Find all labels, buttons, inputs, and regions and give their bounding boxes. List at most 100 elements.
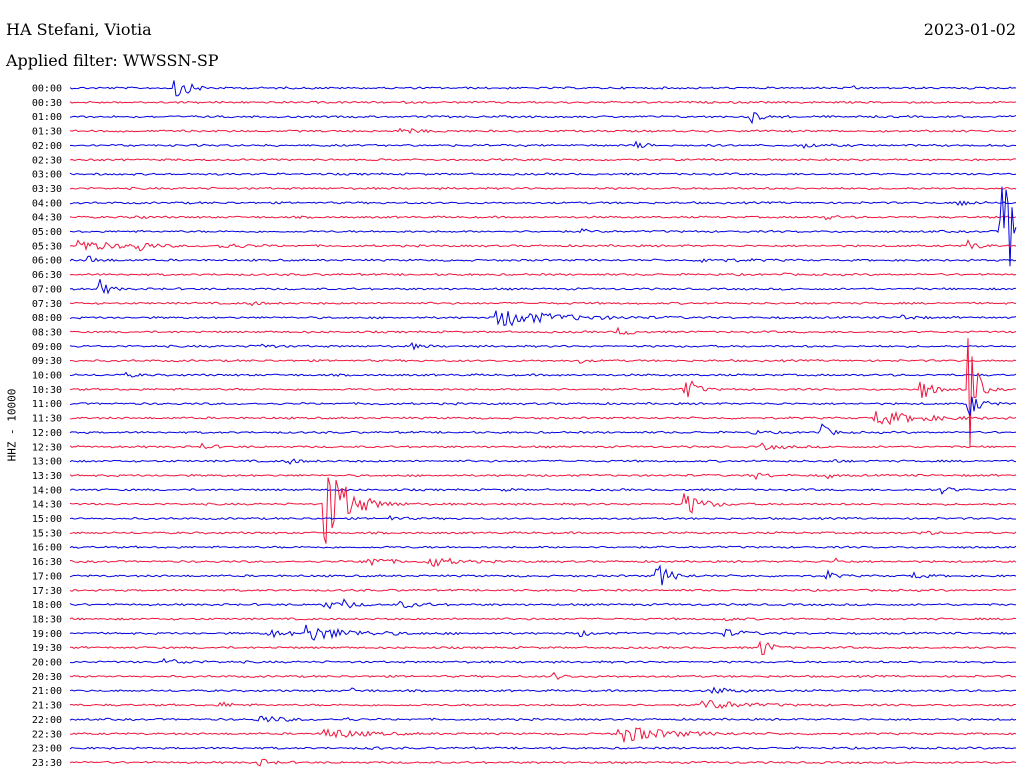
- seismic-trace: [69, 530, 1017, 535]
- seismic-trace: [69, 588, 1017, 592]
- trace-time-label: 01:30: [32, 127, 62, 138]
- seismic-trace: [69, 310, 1017, 327]
- seismic-trace: [69, 255, 1017, 264]
- trace-time-label: 07:30: [32, 299, 62, 310]
- trace-time-label: 23:30: [32, 758, 62, 769]
- seismic-trace: [69, 186, 1017, 191]
- trace-time-label: 00:00: [32, 84, 62, 95]
- station-title: HA Stefani, Viotia: [6, 20, 152, 39]
- seismic-trace: [69, 727, 1017, 743]
- trace-time-label: 03:30: [32, 184, 62, 195]
- seismic-trace: [69, 326, 1017, 335]
- trace-time-label: 05:30: [32, 241, 62, 252]
- seismic-trace: [69, 545, 1017, 549]
- filter-label: Applied filter: WWSSN-SP: [6, 51, 219, 70]
- seismic-trace: [69, 423, 1017, 436]
- seismic-trace: [69, 699, 1017, 710]
- seismic-trace: [69, 442, 1017, 451]
- seismic-trace: [69, 686, 1017, 694]
- trace-time-label: 09:00: [32, 342, 62, 353]
- trace-time-label: 03:00: [32, 170, 62, 181]
- trace-time-label: 07:00: [32, 284, 62, 295]
- trace-time-label: 02:00: [32, 141, 62, 152]
- trace-time-label: 16:30: [32, 557, 62, 568]
- seismic-trace: [69, 657, 1017, 664]
- trace-time-label: 06:30: [32, 270, 62, 281]
- seismic-trace: [69, 215, 1017, 221]
- trace-time-label: 12:30: [32, 442, 62, 453]
- seismic-trace: [69, 458, 1017, 465]
- trace-time-label: 00:30: [32, 98, 62, 109]
- seismic-trace: [69, 100, 1017, 105]
- seismic-trace: [69, 624, 1017, 641]
- trace-time-label: 21:30: [32, 701, 62, 712]
- trace-time-label: 05:00: [32, 227, 62, 238]
- trace-time-label: 13:30: [32, 471, 62, 482]
- seismic-trace: [69, 186, 1017, 267]
- trace-time-label: 11:30: [32, 414, 62, 425]
- trace-time-label: 14:00: [32, 485, 62, 496]
- seismic-trace: [69, 514, 1017, 521]
- seismic-trace: [69, 487, 1017, 495]
- seismic-trace: [69, 758, 1017, 767]
- seismic-trace: [69, 127, 1017, 134]
- seismic-trace: [69, 410, 1017, 426]
- trace-time-label: 08:00: [32, 313, 62, 324]
- seismic-trace: [69, 746, 1017, 751]
- trace-time-label: 04:00: [32, 198, 62, 209]
- seismic-trace: [69, 371, 1017, 378]
- trace-time-label: 22:00: [32, 715, 62, 726]
- trace-time-label: 19:00: [32, 629, 62, 640]
- trace-time-label: 02:30: [32, 155, 62, 166]
- date-label: 2023-01-02: [923, 20, 1016, 39]
- seismic-trace: [69, 617, 1017, 622]
- seismic-trace: [69, 358, 1017, 364]
- seismic-trace: [69, 671, 1017, 681]
- trace-time-label: 13:00: [32, 457, 62, 468]
- trace-time-label: 10:30: [32, 385, 62, 396]
- trace-time-label: 14:30: [32, 500, 62, 511]
- trace-time-label: 20:30: [32, 672, 62, 683]
- trace-time-label: 18:00: [32, 600, 62, 611]
- seismic-trace: [69, 715, 1017, 723]
- seismic-trace: [69, 172, 1017, 176]
- trace-time-label: 20:00: [32, 658, 62, 669]
- seismic-trace: [69, 477, 1017, 544]
- trace-time-label: 09:30: [32, 356, 62, 367]
- trace-time-label: 12:00: [32, 428, 62, 439]
- seismic-trace: [69, 564, 1017, 586]
- trace-time-label: 17:00: [32, 571, 62, 582]
- seismic-trace: [69, 158, 1017, 162]
- seismic-trace: [69, 140, 1017, 149]
- trace-time-label: 10:00: [32, 371, 62, 382]
- seismic-trace: [69, 80, 1017, 97]
- trace-time-label: 16:00: [32, 543, 62, 554]
- trace-time-label: 15:00: [32, 514, 62, 525]
- seismic-trace: [69, 272, 1017, 277]
- trace-time-label: 23:00: [32, 744, 62, 755]
- seismic-trace: [69, 338, 1017, 448]
- seismic-trace: [69, 396, 1017, 416]
- seismic-trace: [69, 112, 1017, 125]
- seismic-trace: [69, 472, 1017, 481]
- trace-time-label: 06:00: [32, 256, 62, 267]
- seismic-trace: [69, 342, 1017, 351]
- trace-time-label: 01:00: [32, 112, 62, 123]
- trace-time-label: 08:30: [32, 327, 62, 338]
- seismic-trace: [69, 279, 1017, 295]
- trace-time-label: 19:30: [32, 643, 62, 654]
- trace-time-label: 11:00: [32, 399, 62, 410]
- trace-time-label: 18:30: [32, 614, 62, 625]
- seismic-trace: [69, 200, 1017, 207]
- trace-time-label: 04:30: [32, 213, 62, 224]
- trace-time-label: 22:30: [32, 729, 62, 740]
- trace-time-label: 21:00: [32, 686, 62, 697]
- trace-time-label: 15:30: [32, 528, 62, 539]
- seismic-trace: [69, 239, 1017, 252]
- seismic-trace: [69, 557, 1017, 568]
- seismic-trace: [69, 301, 1017, 307]
- trace-time-label: 17:30: [32, 586, 62, 597]
- seismic-trace: [69, 640, 1017, 656]
- seismic-trace: [69, 598, 1017, 610]
